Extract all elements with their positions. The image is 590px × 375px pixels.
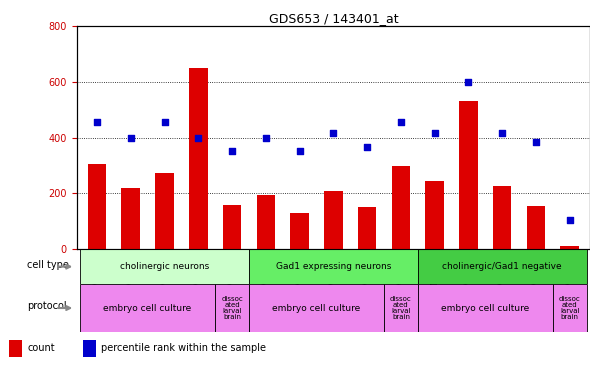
Point — [160, 119, 169, 125]
Bar — [324, 190, 343, 249]
Text: cholinergic/Gad1 negative: cholinergic/Gad1 negative — [442, 262, 562, 271]
Point — [92, 119, 101, 125]
Bar — [358, 207, 376, 249]
Title: GDS653 / 143401_at: GDS653 / 143401_at — [268, 12, 398, 25]
Point — [464, 79, 473, 85]
Point — [194, 135, 203, 141]
Bar — [215, 284, 249, 332]
Text: dissoc
ated
larval
brain: dissoc ated larval brain — [390, 296, 412, 320]
Bar — [392, 165, 410, 249]
Text: count: count — [28, 344, 55, 354]
Bar — [425, 181, 444, 249]
Point — [362, 144, 372, 150]
Bar — [80, 249, 249, 284]
Bar — [249, 284, 384, 332]
Bar — [257, 195, 275, 249]
Bar — [249, 249, 418, 284]
Point — [295, 148, 304, 154]
Bar — [418, 284, 553, 332]
Point — [497, 130, 507, 136]
Text: dissoc
ated
larval
brain: dissoc ated larval brain — [221, 296, 243, 320]
Text: percentile rank within the sample: percentile rank within the sample — [101, 344, 267, 354]
Bar — [418, 249, 586, 284]
Bar — [88, 164, 106, 249]
Bar — [493, 186, 512, 249]
Bar — [384, 284, 418, 332]
Bar — [155, 172, 174, 249]
Bar — [189, 68, 208, 249]
Bar — [223, 204, 241, 249]
Point — [565, 217, 575, 223]
Text: embryo cell culture: embryo cell culture — [103, 303, 192, 312]
Text: cell type: cell type — [27, 260, 68, 270]
Bar — [527, 206, 545, 249]
Point — [261, 135, 271, 141]
Bar — [560, 246, 579, 249]
Bar — [9, 340, 22, 357]
Text: dissoc
ated
larval
brain: dissoc ated larval brain — [559, 296, 581, 320]
Text: embryo cell culture: embryo cell culture — [273, 303, 360, 312]
Bar — [83, 340, 96, 357]
Bar — [290, 213, 309, 249]
Point — [227, 148, 237, 154]
Bar — [122, 188, 140, 249]
Point — [396, 119, 405, 125]
Text: embryo cell culture: embryo cell culture — [441, 303, 529, 312]
Point — [329, 130, 338, 136]
Point — [126, 135, 136, 141]
Text: Gad1 expressing neurons: Gad1 expressing neurons — [276, 262, 391, 271]
Point — [531, 139, 540, 145]
Bar — [80, 284, 215, 332]
Bar — [459, 102, 478, 249]
Text: protocol: protocol — [27, 301, 67, 310]
Bar — [553, 284, 586, 332]
Point — [430, 130, 440, 136]
Text: cholinergic neurons: cholinergic neurons — [120, 262, 209, 271]
